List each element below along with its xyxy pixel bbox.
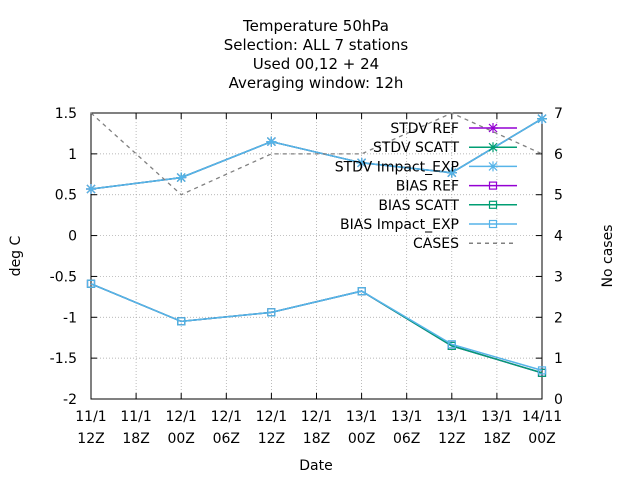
series-cases bbox=[90, 112, 543, 196]
legend: STDV REF STDV SCATT STDV Impact_EXP BIAS RE… bbox=[335, 121, 517, 252]
y2-tick-label: 4 bbox=[554, 229, 563, 245]
y-tick-label: -0.5 bbox=[50, 269, 77, 285]
legend-label: BIAS Impact_EXP bbox=[340, 217, 459, 233]
x-tick-label: 18Z bbox=[483, 431, 510, 447]
grid bbox=[91, 113, 542, 399]
legend-entry: BIAS SCATT bbox=[378, 198, 517, 214]
x-axis-label: Date bbox=[299, 458, 332, 474]
legend-label: STDV SCATT bbox=[373, 140, 459, 156]
series-line bbox=[90, 118, 543, 190]
series-stdv-impact-exp bbox=[86, 113, 547, 194]
y-tick-label: -1 bbox=[63, 310, 77, 326]
x-tick-label: 12/1 bbox=[301, 409, 332, 425]
x-tick-label: 12/1 bbox=[211, 409, 242, 425]
y-tick-label: 1.5 bbox=[55, 106, 77, 122]
data-point bbox=[447, 340, 456, 349]
x-tick-label: 12Z bbox=[258, 431, 285, 447]
legend-label: STDV REF bbox=[390, 121, 459, 137]
x-tick-label: 13/1 bbox=[346, 409, 377, 425]
x-tick-label: 06Z bbox=[393, 431, 420, 447]
axis-ticks: -2 -1.5 -1 -0.5 0 0.5 1 1.5 0 1 2 3 4 5 6 7 11/1 12Z 11/1 1… bbox=[50, 106, 563, 447]
data-point bbox=[177, 317, 186, 326]
data-point bbox=[86, 183, 96, 194]
y2-tick-label: 3 bbox=[554, 269, 563, 285]
data-point bbox=[446, 167, 457, 178]
y-tick-label: 0.5 bbox=[55, 188, 77, 204]
y-axis-label: deg C bbox=[8, 235, 24, 276]
series-line bbox=[90, 112, 543, 196]
legend-entry: BIAS REF bbox=[396, 179, 517, 195]
legend-marker bbox=[488, 123, 498, 133]
legend-marker bbox=[488, 219, 498, 229]
x-tick-label: 00Z bbox=[348, 431, 375, 447]
series-bias-scatt bbox=[86, 279, 547, 377]
legend-entry: BIAS Impact_EXP bbox=[340, 217, 517, 233]
y2-tick-label: 2 bbox=[554, 310, 563, 326]
series bbox=[86, 112, 547, 377]
y2-tick-label: 6 bbox=[554, 147, 563, 163]
title-line: Averaging window: 12h bbox=[229, 74, 404, 92]
y2-tick-label: 5 bbox=[554, 188, 563, 204]
x-tick-label: 18Z bbox=[122, 431, 149, 447]
legend-entry: STDV SCATT bbox=[373, 140, 517, 156]
x-tick-label: 13/1 bbox=[391, 409, 422, 425]
legend-marker bbox=[488, 161, 498, 172]
x-tick-label: 13/1 bbox=[436, 409, 467, 425]
y-tick-label: -1.5 bbox=[50, 351, 77, 367]
legend-marker bbox=[488, 181, 498, 190]
title-line: Used 00,12 + 24 bbox=[253, 55, 379, 73]
x-tick-label: 06Z bbox=[213, 431, 240, 447]
title-line: Selection: ALL 7 stations bbox=[224, 36, 409, 54]
y2-tick-label: 0 bbox=[554, 392, 563, 408]
x-tick-label: 11/1 bbox=[120, 409, 151, 425]
legend-label: BIAS REF bbox=[396, 179, 459, 195]
legend-entry: STDV Impact_EXP bbox=[335, 159, 517, 175]
x-tick-label: 14/11 bbox=[522, 409, 562, 425]
title-line: Temperature 50hPa bbox=[242, 17, 389, 35]
x-tick-label: 11/1 bbox=[75, 409, 106, 425]
y2-axis-label: No cases bbox=[600, 225, 616, 288]
data-point bbox=[537, 366, 547, 375]
legend-entry: CASES bbox=[413, 236, 517, 252]
y-tick-label: -2 bbox=[63, 392, 77, 408]
x-tick-label: 12/1 bbox=[256, 409, 287, 425]
series-line bbox=[90, 283, 543, 372]
data-point bbox=[537, 113, 547, 124]
x-tick-label: 18Z bbox=[303, 431, 330, 447]
y2-tick-label: 1 bbox=[554, 351, 563, 367]
series-bias-impact-exp bbox=[86, 279, 547, 375]
legend-marker bbox=[488, 200, 498, 209]
data-point bbox=[86, 279, 96, 288]
data-point bbox=[266, 136, 277, 147]
y-tick-label: 1 bbox=[68, 147, 77, 163]
x-tick-label: 00Z bbox=[528, 431, 555, 447]
legend-marker bbox=[488, 142, 498, 153]
legend-entry: STDV REF bbox=[390, 121, 517, 137]
x-tick-label: 12Z bbox=[438, 431, 465, 447]
x-tick-label: 13/1 bbox=[481, 409, 512, 425]
legend-label: BIAS SCATT bbox=[378, 198, 459, 214]
data-point bbox=[267, 308, 276, 317]
data-point bbox=[356, 157, 367, 168]
series-bias-ref bbox=[86, 279, 547, 377]
y-tick-label: 0 bbox=[68, 229, 77, 245]
legend-label: STDV Impact_EXP bbox=[335, 159, 459, 175]
x-tick-label: 12Z bbox=[77, 431, 104, 447]
legend-label: CASES bbox=[413, 236, 459, 252]
x-tick-label: 12/1 bbox=[165, 409, 196, 425]
y2-tick-label: 7 bbox=[554, 106, 563, 122]
data-point bbox=[357, 287, 366, 296]
data-point bbox=[176, 172, 187, 183]
x-tick-label: 00Z bbox=[167, 431, 194, 447]
